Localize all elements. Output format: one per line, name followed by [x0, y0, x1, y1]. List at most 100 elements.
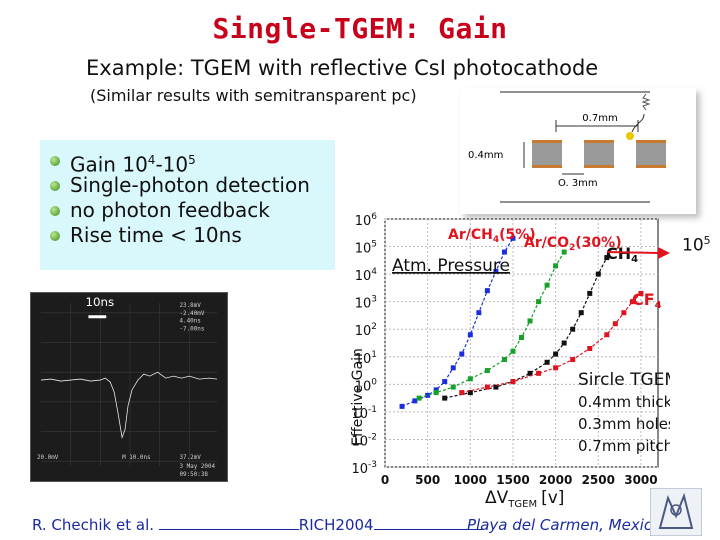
data-point [621, 310, 627, 316]
legend-cf4: CF4 [632, 290, 662, 311]
data-point [442, 379, 448, 385]
x-tick-label: 1000 [454, 473, 487, 487]
data-point [493, 268, 499, 274]
legend-ar-ch4: Ar/CH4(5%) [448, 227, 536, 245]
bullet-gain-text: Gain 10 [70, 152, 148, 177]
data-point [433, 390, 439, 396]
institute-logo [650, 488, 702, 536]
data-point [425, 392, 431, 398]
y-tick-label: 10-1 [351, 405, 377, 422]
y-tick-label: 102 [355, 322, 377, 339]
bullet-dot-icon [50, 156, 60, 166]
y-tick-label: 101 [355, 350, 377, 367]
data-point [501, 249, 507, 255]
arrow-head-icon [658, 247, 670, 259]
data-point [561, 340, 567, 346]
data-point [638, 290, 644, 296]
data-point [544, 282, 550, 288]
data-point [433, 387, 439, 393]
data-point [553, 365, 559, 371]
bullet-dot-icon [50, 206, 60, 216]
data-point [578, 310, 584, 316]
y-tick-label: 106 [355, 212, 378, 229]
data-point [604, 255, 610, 261]
data-point [484, 384, 490, 390]
data-point [519, 334, 524, 340]
bullet-gain-exp1: 4 [147, 153, 156, 167]
scope-readout-1: 23.8mV [179, 302, 201, 309]
footer-author: R. Chechik et al. [32, 516, 155, 534]
x-tick-label: 2500 [582, 473, 615, 487]
design-annotation-3: 0.3mm holes [578, 415, 670, 433]
pitch-label: 0.7mm [582, 113, 617, 124]
arrow-line [606, 251, 659, 254]
data-point [527, 318, 533, 324]
scope-readout-4: -7.00ns [179, 326, 204, 333]
pressure-annotation: Atm. Pressure [392, 256, 510, 276]
bullet-gain-exp2: 5 [188, 153, 196, 167]
slide-note: (Similar results with semitransparent pc… [90, 86, 417, 105]
bullet-single-photon-text: Single-photon detection [70, 173, 310, 197]
legend-ar-co2: Ar/CO2(30%) [524, 235, 622, 253]
footer-conference: RICH2004 [298, 516, 374, 534]
scope-date: 3 May 2004 [179, 463, 215, 470]
footer-rule-1 [158, 518, 299, 530]
scope-readout-3: 4.40ns [179, 318, 200, 325]
x-tick-label: 500 [415, 473, 440, 487]
y-tick-label: 105 [355, 240, 377, 257]
data-point [629, 299, 635, 305]
data-point [484, 288, 490, 294]
data-point [544, 359, 550, 365]
data-point [442, 395, 448, 401]
data-point [501, 357, 507, 363]
data-point [450, 365, 456, 371]
scope-time: 09:50:38 [179, 471, 208, 478]
data-point [570, 357, 576, 363]
x-tick-label: 3000 [624, 473, 657, 487]
data-point [416, 395, 422, 401]
data-point [399, 403, 405, 409]
bullet-gain: Gain 104-105 [50, 148, 335, 177]
data-point [476, 310, 482, 316]
gain-chart: 106 105 104 103 102 101 100 10-1 10-2 10-3 0 500 10… [350, 212, 670, 510]
thickness-label: 0.4mm [468, 150, 503, 161]
data-point [510, 379, 516, 385]
data-point [561, 249, 567, 255]
design-annotation-4: 0.7mm pitch [578, 437, 670, 455]
data-point [510, 348, 516, 354]
bullet-dot-icon [50, 181, 60, 191]
bullet-feedback-text: no photon feedback [70, 198, 270, 222]
data-point [527, 370, 533, 376]
data-point [450, 384, 456, 390]
bullet-single-photon: Single-photon detection [50, 173, 335, 198]
hole-label: O. 3mm [558, 178, 598, 189]
scope-channel-scale: 20.0mV [37, 454, 59, 461]
scope-trigger-level: 37.2mV [179, 454, 201, 461]
scope-time-label: 10ns [85, 295, 114, 309]
y-axis-label: Effective Gain [350, 348, 366, 446]
x-tick-label: 1500 [496, 473, 529, 487]
bullet-gain-mid: -10 [155, 152, 189, 177]
data-point [484, 368, 490, 374]
bullet-list: Gain 104-105 Single-photon detection no … [40, 140, 335, 270]
y-tick-label: 10-2 [351, 432, 377, 449]
data-point [536, 299, 542, 305]
data-point [536, 370, 542, 376]
y-tick-label: 104 [355, 267, 378, 284]
data-point [553, 263, 559, 269]
design-annotation-2: 0.4mm thick [578, 393, 670, 411]
scope-timebase: M 10.0ns [122, 454, 151, 461]
data-point [510, 235, 516, 241]
arrow-gain-label: 105 [682, 234, 711, 256]
scope-trace [40, 371, 218, 439]
slide-subtitle: Example: TGEM with reflective CsI photoc… [86, 56, 599, 80]
plot-area [384, 218, 659, 468]
y-tick-label: 100 [355, 377, 378, 394]
data-point [604, 332, 610, 338]
data-point [595, 271, 601, 277]
data-point [467, 390, 473, 396]
data-point [412, 398, 418, 404]
data-point [459, 390, 465, 396]
data-point [587, 290, 593, 296]
oscilloscope-screen: 10ns 23.8mV -2.40mV 4.40ns -7.00ns 20.0m… [30, 292, 228, 482]
